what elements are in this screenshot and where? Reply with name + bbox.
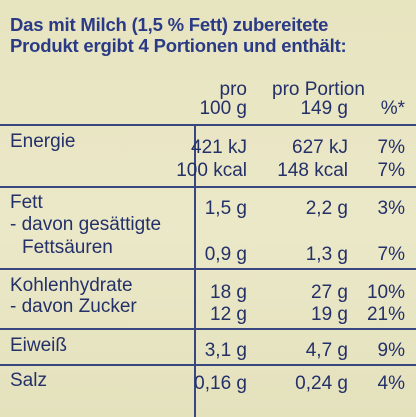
row-kohlenhydrate-label: Kohlenhydrate	[10, 275, 133, 296]
row-eiweiss-label: Eiweiß	[10, 335, 68, 356]
row-salz-pct: 4%	[377, 373, 405, 394]
row-gesaettigte-per100: 0,9 g	[204, 244, 247, 265]
row-energie-per100-kj: 421 kJ	[191, 137, 247, 158]
header-per100-line2: 100 g	[199, 98, 247, 119]
intro-text: Das mit Milch (1,5 % Fett) zubereitete P…	[10, 14, 410, 56]
row-zucker-label: - davon Zucker	[10, 296, 137, 317]
row-eiweiss-per100: 3,1 g	[204, 340, 247, 361]
row-salz-portion: 0,24 g	[295, 373, 348, 394]
header-percent: %*	[380, 98, 405, 119]
rule-eiweiss	[0, 364, 416, 366]
row-fett-pct: 3%	[377, 198, 405, 219]
row-energie-label: Energie	[10, 131, 76, 152]
row-salz-per100: 0,16 g	[194, 373, 247, 394]
row-kohlenhydrate-portion: 27 g	[311, 282, 348, 303]
row-fett-portion: 2,2 g	[305, 198, 348, 219]
intro-line-2: Produkt ergibt 4 Portionen und enthält:	[10, 35, 347, 56]
row-zucker-portion: 19 g	[311, 304, 348, 325]
row-kohlenhydrate-pct: 10%	[366, 282, 405, 303]
row-energie-portion-kj: 627 kJ	[292, 137, 348, 158]
row-kohlenhydrate-per100: 18 g	[210, 282, 247, 303]
header-portion-line1: pro Portion	[272, 79, 365, 100]
row-gesaettigte-label-1: - davon gesättigte	[10, 214, 162, 235]
row-salz-label: Salz	[10, 370, 47, 391]
row-energie-pct-kcal: 7%	[377, 160, 405, 181]
row-gesaettigte-pct: 7%	[377, 244, 405, 265]
column-divider	[194, 124, 196, 417]
row-zucker-per100: 12 g	[210, 304, 247, 325]
row-energie-portion-kcal: 148 kcal	[277, 160, 348, 181]
row-fett-per100: 1,5 g	[204, 198, 247, 219]
row-energie-pct-kj: 7%	[377, 137, 405, 158]
header-portion-line2: 149 g	[300, 98, 348, 119]
rule-energie	[0, 186, 416, 188]
row-gesaettigte-label-2: Fettsäuren	[22, 237, 113, 258]
row-energie-per100-kcal: 100 kcal	[176, 160, 247, 181]
intro-line-1: Das mit Milch (1,5 % Fett) zubereitete	[10, 14, 329, 35]
row-zucker-pct: 21%	[366, 304, 405, 325]
header-per100-line1: pro	[219, 79, 247, 100]
header-rule	[0, 124, 416, 126]
rule-fett	[0, 268, 416, 270]
row-eiweiss-portion: 4,7 g	[305, 340, 348, 361]
row-gesaettigte-portion: 1,3 g	[305, 244, 348, 265]
row-fett-label: Fett	[10, 192, 43, 213]
rule-kohlenhydrate	[0, 328, 416, 330]
row-eiweiss-pct: 9%	[377, 340, 405, 361]
